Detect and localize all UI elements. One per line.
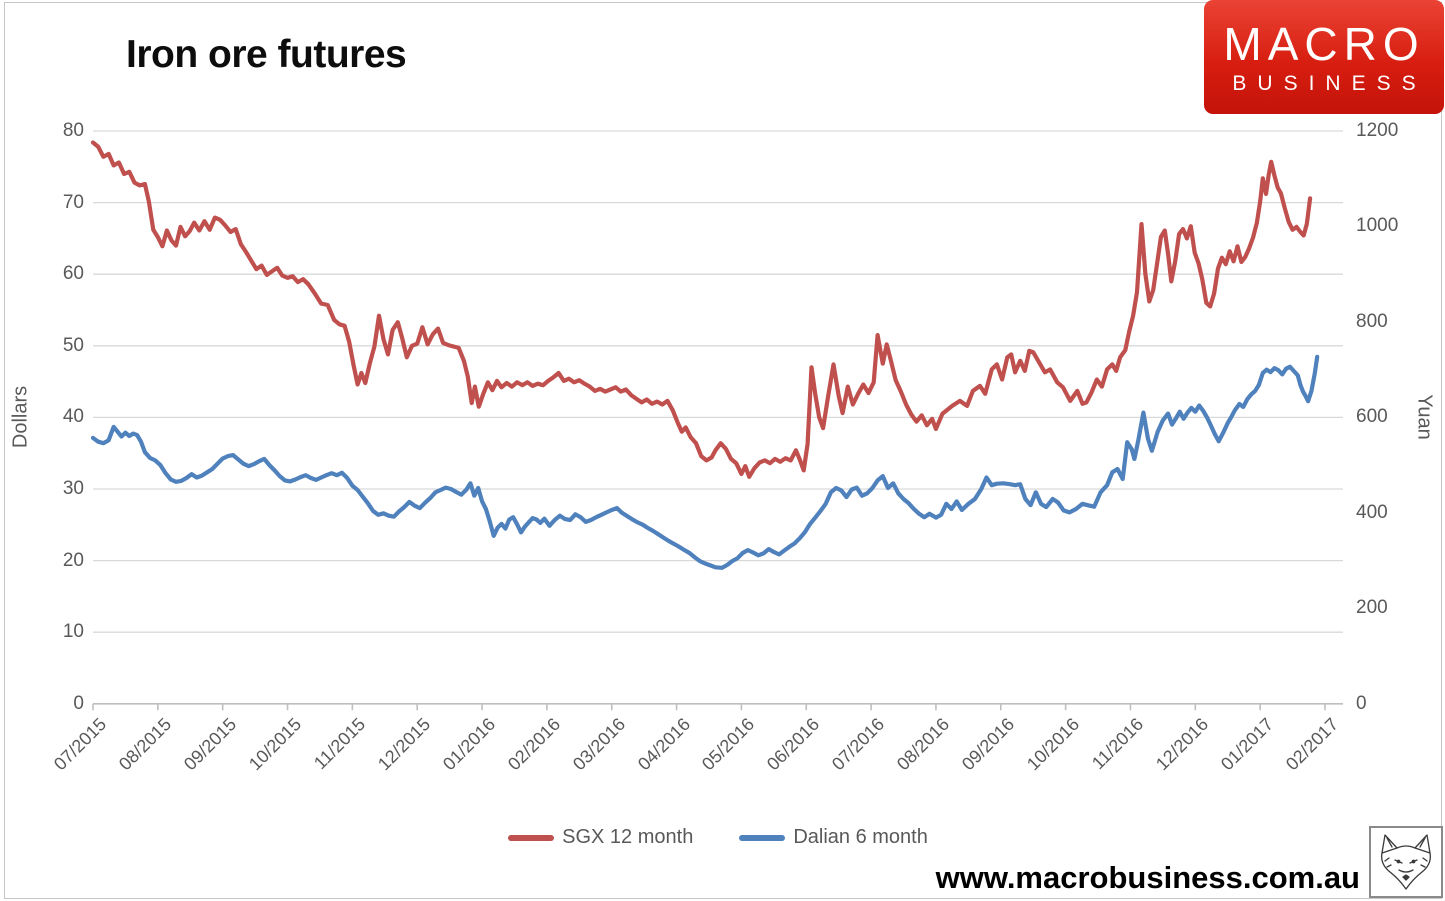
logo-line-macro: MACRO [1223,17,1425,70]
yuan-tick-label: 400 [1356,501,1388,523]
logo-line-business: BUSINESS [1232,71,1427,95]
dollars-tick-label: 50 [62,334,84,356]
right-axis-title: Yuan [1413,394,1436,440]
dalian-line-swatch-icon [739,834,786,841]
left-axis-title: Dollars [9,385,32,449]
yuan-tick-label: 0 [1356,692,1367,714]
page-border [4,2,1442,899]
dollars-tick-label: 0 [73,692,84,714]
dollars-tick-label: 30 [62,478,84,499]
fox-logo-box [1369,826,1443,898]
yuan-tick-label: 600 [1356,406,1388,428]
sgx-line-swatch-icon [508,834,555,841]
dollars-tick-label: 20 [62,549,84,571]
dollars-tick-label: 60 [62,263,84,285]
macrobusiness-logo: MACRO BUSINESS [1204,0,1444,114]
legend-item-dalian: Dalian 6 month [739,826,928,849]
yuan-tick-label: 1000 [1356,215,1399,237]
dollars-tick-label: 10 [62,621,84,643]
dollars-tick-label: 80 [62,120,84,141]
dollars-tick-label: 40 [62,406,84,428]
fox-sketch-icon [1381,834,1431,890]
yuan-tick-label: 800 [1356,310,1388,332]
chart-legend: SGX 12 month Dalian 6 month [93,826,1343,849]
chart-title: Iron ore futures [126,33,407,76]
yuan-tick-label: 1200 [1356,120,1399,141]
legend-label-sgx: SGX 12 month [562,826,694,848]
website-url: www.macrobusiness.com.au [935,860,1360,895]
legend-item-sgx: SGX 12 month [508,826,693,849]
dollars-tick-label: 70 [62,191,84,213]
yuan-tick-label: 200 [1356,597,1388,619]
legend-label-dalian: Dalian 6 month [793,826,928,848]
